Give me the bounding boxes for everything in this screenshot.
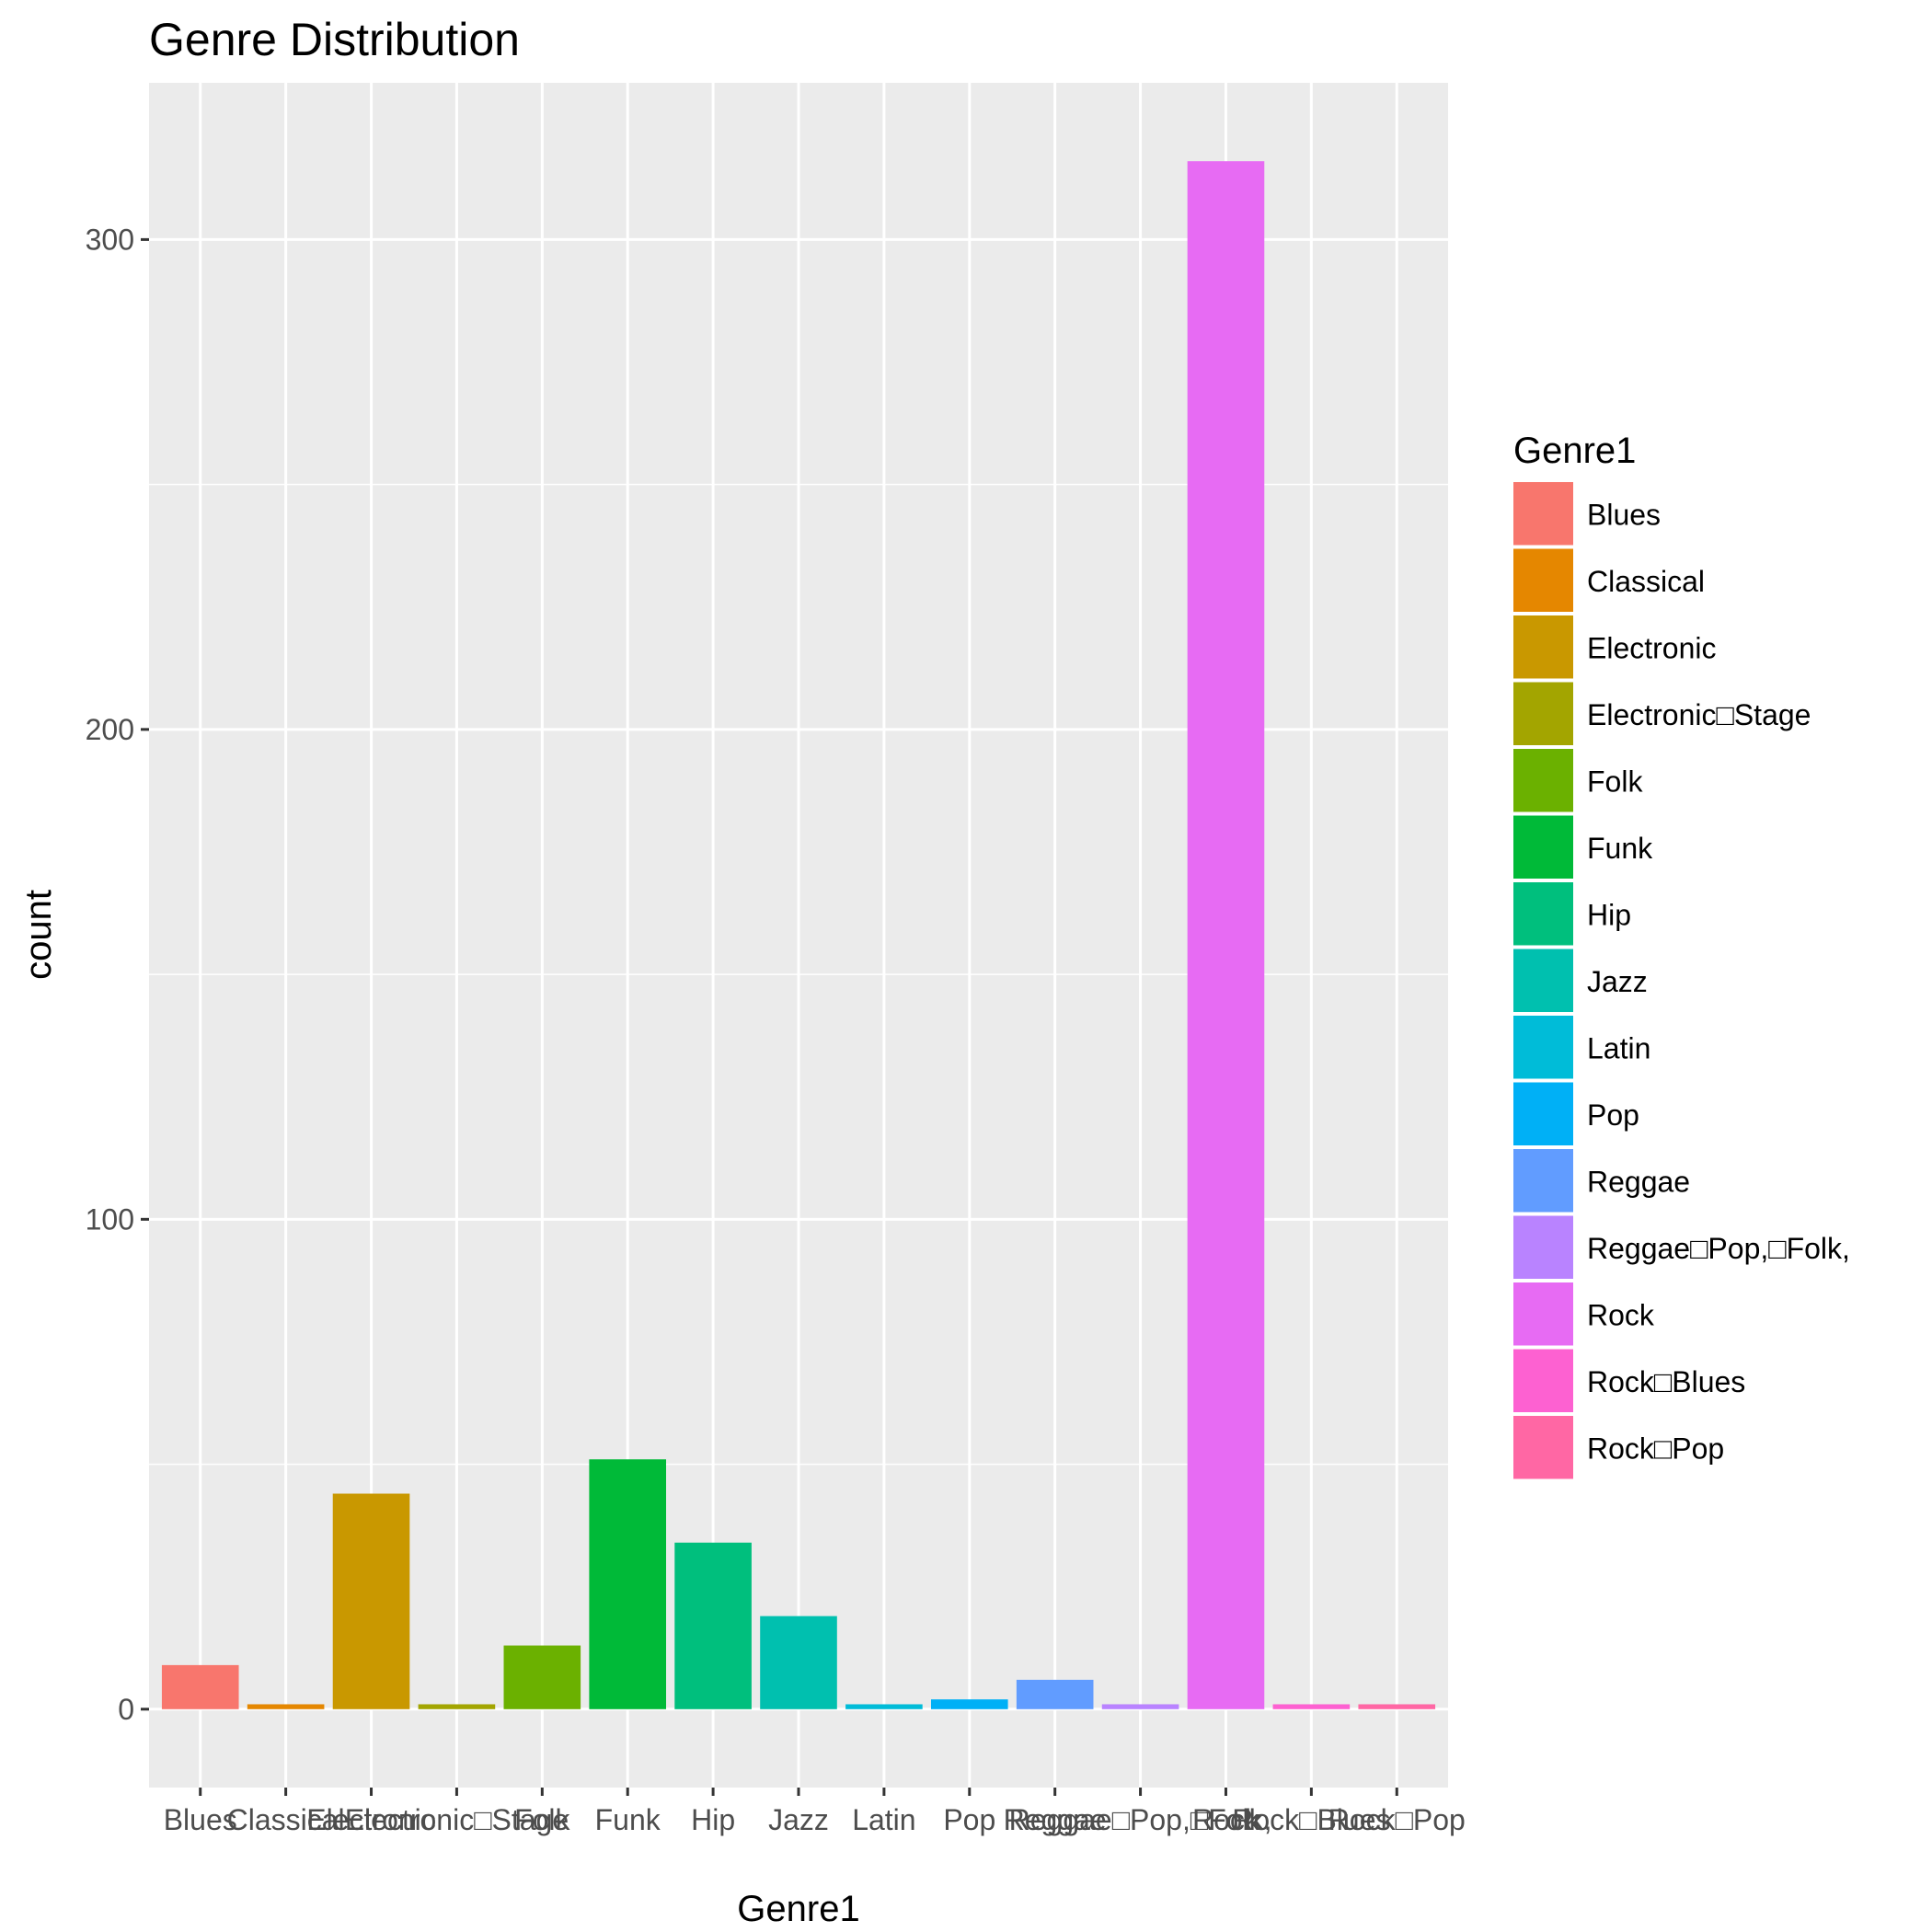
legend-key-9 — [1513, 1082, 1573, 1145]
legend-key-6 — [1513, 882, 1573, 946]
legend-label-8: Latin — [1587, 1031, 1650, 1064]
x-axis-title: Genre1 — [737, 1889, 859, 1929]
legend-label-12: Rock — [1587, 1298, 1655, 1331]
legend-label-9: Pop — [1587, 1098, 1639, 1132]
legend-key-7 — [1513, 949, 1573, 1012]
x-tick-label: Rock — [1192, 1803, 1260, 1836]
legend-key-3 — [1513, 682, 1573, 745]
bar-10 — [1016, 1679, 1094, 1709]
legend-label-2: Electronic — [1587, 631, 1717, 664]
legend-items: Blues Classical Electronic Electronic□Stage… — [1513, 482, 1850, 1479]
legend-label-4: Folk — [1587, 765, 1643, 798]
x-tick-label: Reggae□Pop,□Folk, — [1009, 1803, 1272, 1836]
legend-label-0: Blues — [1587, 498, 1661, 531]
legend-label-14: Rock□Pop — [1587, 1432, 1724, 1465]
bar-2 — [332, 1493, 410, 1709]
legend-key-8 — [1513, 1016, 1573, 1079]
x-tick-label: Pop — [943, 1803, 995, 1836]
bar-9 — [930, 1699, 1008, 1709]
chart-title: Genre Distribution — [149, 14, 520, 65]
y-axis-title: count — [18, 890, 59, 980]
x-tick-label: Funk — [595, 1803, 661, 1836]
x-tick-label: Rock□Pop — [1328, 1803, 1466, 1836]
legend-key-14 — [1513, 1416, 1573, 1479]
legend-key-1 — [1513, 548, 1573, 612]
legend-key-12 — [1513, 1282, 1573, 1346]
x-tick-label: Blues — [164, 1803, 237, 1836]
legend-key-4 — [1513, 749, 1573, 812]
legend-label-6: Hip — [1587, 898, 1631, 931]
legend-key-11 — [1513, 1215, 1573, 1279]
x-tick-label: Electronic□Stage — [345, 1803, 569, 1836]
bar-14 — [1358, 1704, 1436, 1709]
legend-label-7: Jazz — [1587, 965, 1648, 998]
x-tick-label: Folk — [514, 1803, 570, 1836]
bar-8 — [845, 1704, 923, 1709]
legend-key-0 — [1513, 482, 1573, 546]
x-axis: BluesClassicalElectronicElectronic□Stage… — [164, 1788, 1466, 1836]
y-tick-label: 0 — [118, 1693, 134, 1726]
bar-0 — [161, 1664, 239, 1709]
legend-label-10: Reggae — [1587, 1165, 1690, 1198]
legend-label-11: Reggae□Pop,□Folk, — [1587, 1232, 1850, 1265]
legend-key-13 — [1513, 1349, 1573, 1412]
bar-1 — [247, 1704, 325, 1709]
bar-12 — [1187, 161, 1265, 1709]
bar-5 — [589, 1459, 667, 1709]
legend: Genre1 Blues Classical Electronic Electroni… — [1513, 431, 1850, 1479]
bar-4 — [503, 1645, 581, 1709]
bar-7 — [760, 1616, 837, 1709]
x-tick-label: Electronic — [306, 1803, 436, 1836]
bar-6 — [674, 1542, 752, 1709]
y-tick-label: 200 — [86, 713, 134, 746]
bar-3 — [418, 1704, 496, 1709]
x-tick-label: Rock□Blues — [1232, 1803, 1390, 1836]
y-axis: 0 100 200 300 — [86, 223, 149, 1726]
legend-title: Genre1 — [1513, 431, 1636, 471]
legend-label-1: Classical — [1587, 565, 1705, 598]
x-tick-label: Hip — [691, 1803, 735, 1836]
legend-label-5: Funk — [1587, 832, 1653, 865]
y-tick-label: 300 — [86, 223, 134, 256]
x-tick-label: Reggae — [1004, 1803, 1107, 1836]
legend-key-10 — [1513, 1149, 1573, 1213]
legend-label-13: Rock□Blues — [1587, 1365, 1745, 1398]
bar-11 — [1101, 1704, 1179, 1709]
bars — [161, 161, 1436, 1709]
legend-label-3: Electronic□Stage — [1587, 698, 1811, 731]
x-tick-label: Classical — [227, 1803, 345, 1836]
x-tick-label: Latin — [852, 1803, 915, 1836]
bar-13 — [1272, 1704, 1351, 1709]
y-tick-label: 100 — [86, 1202, 134, 1236]
legend-key-2 — [1513, 615, 1573, 679]
x-tick-label: Jazz — [768, 1803, 829, 1836]
legend-key-5 — [1513, 815, 1573, 879]
